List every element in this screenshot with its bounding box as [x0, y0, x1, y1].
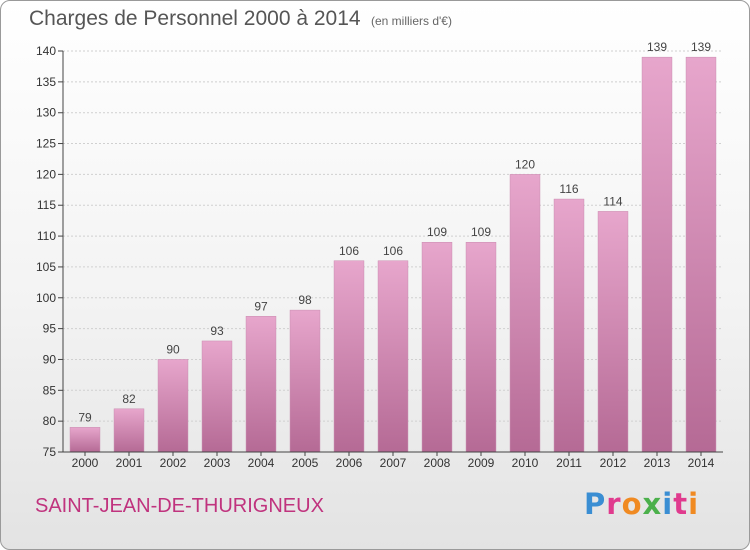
bar [69, 427, 101, 453]
x-tick-label: 2014 [688, 456, 715, 470]
proxiti-logo: Proxiti [584, 487, 699, 521]
bars [69, 56, 717, 453]
bar-value-label: 139 [647, 40, 667, 54]
bar [421, 241, 453, 453]
x-tick-label: 2001 [116, 456, 143, 470]
bar [377, 260, 409, 453]
bar-value-label: 120 [515, 157, 535, 171]
bar-value-label: 106 [383, 244, 403, 258]
logo-letter: i [688, 487, 700, 521]
bar-value-label: 106 [339, 244, 359, 258]
x-tick-label: 2002 [160, 456, 187, 470]
bar-value-label: 82 [122, 392, 136, 406]
x-tick-label: 2011 [556, 456, 582, 470]
chart-title: Charges de Personnel 2000 à 2014 [29, 7, 361, 30]
labels: 75 80 85 90 95 100 105 110 115 120 125 130 135 140 79 2… [36, 40, 715, 470]
x-tick-label: 2008 [424, 456, 451, 470]
logo-letter: r [606, 487, 622, 521]
bar [201, 340, 233, 453]
x-tick-label: 2000 [72, 456, 99, 470]
y-tick-label: 140 [36, 44, 56, 58]
x-tick-label: 2009 [468, 456, 495, 470]
x-tick-label: 2004 [248, 456, 275, 470]
bar [333, 260, 365, 453]
x-tick-label: 2012 [600, 456, 627, 470]
x-tick-label: 2005 [292, 456, 319, 470]
bar-value-label: 93 [210, 324, 224, 338]
logo-letter: o [621, 487, 643, 521]
x-tick-label: 2013 [644, 456, 671, 470]
y-tick-label: 130 [36, 106, 56, 120]
y-tick-label: 80 [43, 414, 57, 428]
bar-value-label: 116 [559, 182, 578, 196]
y-tick-label: 125 [36, 137, 56, 151]
y-tick-label: 135 [36, 75, 56, 89]
logo-letter: i [662, 487, 674, 521]
bar-value-label: 90 [166, 342, 180, 356]
bar [553, 198, 585, 453]
logo-letter: x [642, 487, 663, 521]
y-tick-label: 75 [43, 445, 57, 459]
x-tick-label: 2010 [512, 456, 539, 470]
bar [641, 56, 673, 453]
bar-value-label: 109 [427, 225, 447, 239]
y-tick-label: 100 [36, 291, 56, 305]
bar [245, 316, 277, 453]
y-tick-label: 120 [36, 167, 56, 181]
y-tick-label: 85 [43, 383, 57, 397]
x-tick-label: 2006 [336, 456, 363, 470]
axes [58, 50, 723, 456]
bar-value-label: 79 [78, 410, 92, 424]
bar [465, 241, 497, 453]
bar [289, 309, 321, 453]
bar-value-label: 109 [471, 225, 491, 239]
bar [113, 408, 145, 453]
y-tick-label: 115 [37, 198, 56, 212]
chart-subtitle: (en milliers d'€) [371, 14, 452, 28]
bar [157, 359, 189, 453]
bar [685, 56, 717, 453]
bar-value-label: 98 [298, 293, 312, 307]
logo-letter: t [673, 487, 689, 521]
y-tick-label: 95 [43, 322, 57, 336]
x-tick-label: 2003 [204, 456, 231, 470]
bar-value-label: 97 [254, 299, 268, 313]
y-tick-label: 90 [43, 352, 57, 366]
y-tick-label: 110 [37, 229, 56, 243]
x-tick-label: 2007 [380, 456, 407, 470]
logo-letter: P [584, 487, 607, 521]
bar [597, 211, 629, 453]
bar-value-label: 114 [603, 194, 622, 208]
bar [509, 174, 541, 453]
y-tick-label: 105 [36, 260, 56, 274]
commune-name: SAINT-JEAN-DE-THURIGNEUX [35, 495, 324, 517]
bar-value-label: 139 [691, 40, 711, 54]
